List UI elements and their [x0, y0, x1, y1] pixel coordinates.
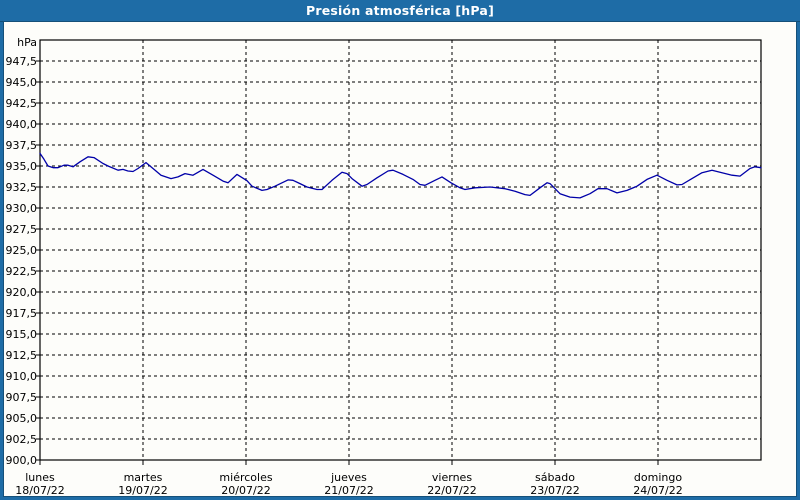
y-tick-label: 935,0 — [6, 160, 38, 173]
y-axis-unit-label: hPa — [17, 36, 37, 49]
y-tick-label: 940,0 — [6, 118, 38, 131]
pressure-series-line — [39, 152, 762, 199]
plot-frame — [39, 39, 762, 461]
x-tick-day-label: jueves — [330, 471, 367, 484]
x-tick-day-label: martes — [124, 471, 163, 484]
x-tick-day-label: viernes — [432, 471, 472, 484]
y-tick-label: 917,5 — [6, 307, 38, 320]
x-tick-day-label: domingo — [634, 471, 682, 484]
y-tick-label: 930,0 — [6, 202, 38, 215]
pressure-line-chart: 947,5 945,0 942,5 940,0 937,5 935,0 932,5 930,0… — [6, 36, 762, 497]
x-tick-day-label: sábado — [535, 471, 575, 484]
y-tick-label: 912,5 — [6, 349, 38, 362]
y-tick-label: 910,0 — [6, 370, 38, 383]
y-tick-label: 947,5 — [6, 55, 38, 68]
y-tick-label: 905,0 — [6, 412, 38, 425]
y-tick-label: 937,5 — [6, 139, 38, 152]
chart-panel: 947,5 945,0 942,5 940,0 937,5 935,0 932,5 930,0… — [4, 22, 796, 497]
y-tick-label: 925,0 — [6, 244, 38, 257]
y-tick-label: 927,5 — [6, 223, 38, 236]
x-tick-date-label: 22/07/22 — [427, 484, 476, 496]
x-tick-day-label: miércoles — [219, 471, 272, 484]
y-tick-label: 922,5 — [6, 265, 38, 278]
y-tick-label: 942,5 — [6, 97, 38, 110]
x-tick-date-label: 21/07/22 — [324, 484, 373, 496]
y-tick-label: 915,0 — [6, 328, 38, 341]
x-tick-date-label: 24/07/22 — [633, 484, 682, 496]
y-tick-label: 932,5 — [6, 181, 38, 194]
window-title: Presión atmosférica [hPa] — [306, 3, 494, 18]
x-tick-date-label: 23/07/22 — [530, 484, 579, 496]
x-tick-day-label: lunes — [25, 471, 55, 484]
y-tick-label: 900,0 — [6, 454, 38, 467]
y-tick-label: 907,5 — [6, 391, 38, 404]
x-tick-date-label: 18/07/22 — [15, 484, 64, 496]
x-tick-date-label: 20/07/22 — [221, 484, 270, 496]
y-tick-label: 920,0 — [6, 286, 38, 299]
y-tick-label: 945,0 — [6, 76, 38, 89]
x-tick-date-label: 19/07/22 — [118, 484, 167, 496]
title-bar: Presión atmosférica [hPa] — [0, 0, 800, 22]
y-tick-label: 902,5 — [6, 433, 38, 446]
